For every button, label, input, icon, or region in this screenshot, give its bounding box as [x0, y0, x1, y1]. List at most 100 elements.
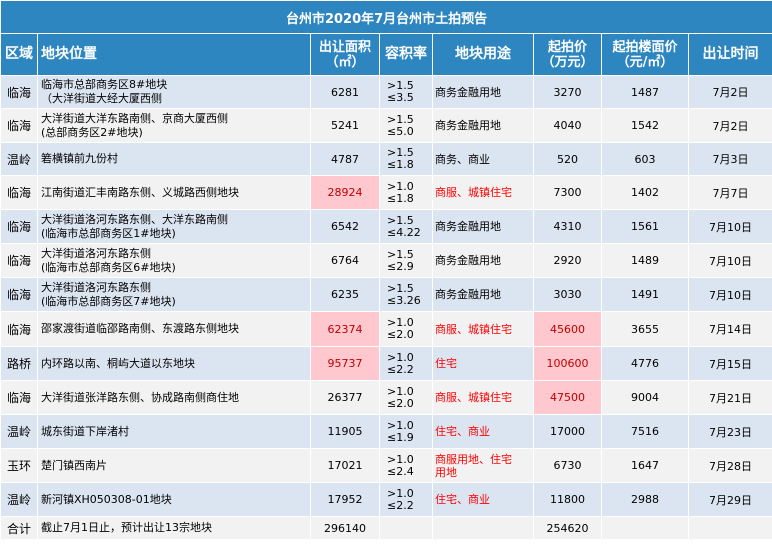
area-cell: 6281 — [310, 75, 380, 109]
floor-price-cell: 9004 — [601, 380, 689, 415]
district-cell: 临海 — [0, 243, 38, 278]
date-cell: 7月21日 — [687, 380, 772, 415]
start-price-cell-highlighted: 100600 — [533, 346, 602, 381]
area-cell: 5241 — [310, 108, 380, 143]
use-cell: 商服、城镇住宅 — [432, 311, 534, 347]
area-cell: 26377 — [310, 380, 380, 415]
far-cell: >1.0 ≤2.0 — [379, 380, 433, 415]
total-row: 合计 截止7月1日止，预计出让13宗地块 296140 254620 — [0, 516, 772, 540]
floor-price-cell: 1647 — [601, 448, 689, 483]
location-cell: 大洋街道洛河东路东侧 (临海市总部商务区6#地块) — [37, 243, 311, 278]
floor-price-cell: 603 — [601, 142, 689, 176]
far-cell: >1.5 ≤3.5 — [379, 75, 433, 109]
location-cell: 大洋街道洛河东路东侧、大洋东路南侧 (临海市总部商务区1#地块) — [37, 209, 311, 244]
location-cell: 临海市总部商务区8#地块 （大洋街道大经大厦西侧 — [37, 75, 311, 109]
location-cell: 江南街道汇丰南路东侧、义城路西侧地块 — [37, 175, 311, 210]
location-cell: 箬横镇前九份村 — [37, 142, 311, 176]
total-area: 296140 — [310, 516, 380, 540]
total-empty-floor — [601, 516, 689, 540]
header-use: 地块用途 — [432, 33, 534, 76]
start-price-cell: 7300 — [533, 175, 602, 210]
use-cell: 商服、城镇住宅 — [432, 175, 534, 210]
district-cell: 临海 — [0, 108, 38, 143]
table-row: 临海 江南街道汇丰南路东侧、义城路西侧地块 28924 >1.0 ≤1.8 商服… — [0, 175, 772, 210]
date-cell: 7月3日 — [687, 142, 772, 176]
start-price-cell: 11800 — [533, 482, 602, 517]
far-cell: >1.5 ≤5.0 — [379, 108, 433, 143]
floor-price-cell: 1402 — [601, 175, 689, 210]
header-district: 区域 — [0, 33, 38, 76]
area-cell-highlighted: 62374 — [310, 311, 380, 347]
floor-price-cell: 2988 — [601, 482, 689, 517]
start-price-cell: 4310 — [533, 209, 602, 244]
use-cell: 商务金融用地 — [432, 75, 534, 109]
header-start-price: 起拍价 （万元） — [533, 33, 602, 76]
start-price-cell-highlighted: 45600 — [533, 311, 602, 347]
start-price-cell: 4040 — [533, 108, 602, 143]
table-row: 临海 大洋街道大洋东路南侧、京商大厦西侧 (总部商务区2#地块) 5241 >1… — [0, 108, 772, 143]
total-note: 截止7月1日止，预计出让13宗地块 — [37, 516, 311, 540]
table-row: 温岭 城东街道下岸渚村 11905 >1.0 ≤1.9 住宅、商业 17000 … — [0, 414, 772, 449]
district-cell: 温岭 — [0, 482, 38, 517]
far-cell: >1.0 ≤2.4 — [379, 448, 433, 483]
table-row: 临海 大洋街道洛河东路东侧 (临海市总部商务区7#地块) 6235 >1.5 ≤… — [0, 277, 772, 312]
use-cell: 住宅 — [432, 346, 534, 381]
use-cell: 商务、商业 — [432, 142, 534, 176]
use-cell: 住宅、商业 — [432, 414, 534, 449]
district-cell: 玉环 — [0, 448, 38, 483]
date-cell: 7月28日 — [687, 448, 772, 483]
header-date: 出让时间 — [687, 33, 772, 76]
table-row: 临海 临海市总部商务区8#地块 （大洋街道大经大厦西侧 6281 >1.5 ≤3… — [0, 75, 772, 109]
use-cell: 住宅、商业 — [432, 482, 534, 517]
far-cell: >1.0 ≤2.2 — [379, 346, 433, 381]
district-cell: 路桥 — [0, 346, 38, 381]
far-cell: >1.0 ≤1.9 — [379, 414, 433, 449]
date-cell: 7月7日 — [687, 175, 772, 210]
location-cell: 大洋街道洛河东路东侧 (临海市总部商务区7#地块) — [37, 277, 311, 312]
table-row: 临海 大洋街道洛河东路东侧、大洋东路南侧 (临海市总部商务区1#地块) 6542… — [0, 209, 772, 244]
district-cell: 临海 — [0, 311, 38, 347]
far-cell: >1.0 ≤1.8 — [379, 175, 433, 210]
header-row: 区域 地块位置 出让面积 （㎡） 容积率 地块用途 起拍价 （万元） 起拍楼面价… — [0, 33, 772, 76]
district-cell: 临海 — [0, 277, 38, 312]
header-location: 地块位置 — [37, 33, 311, 76]
area-cell: 6235 — [310, 277, 380, 312]
district-cell: 温岭 — [0, 414, 38, 449]
floor-price-cell: 1491 — [601, 277, 689, 312]
district-cell: 临海 — [0, 209, 38, 244]
land-auction-table: 台州市2020年7月台州市土拍预告 区域 地块位置 出让面积 （㎡） 容积率 地… — [0, 0, 772, 540]
use-cell: 商务金融用地 — [432, 243, 534, 278]
date-cell: 7月2日 — [687, 108, 772, 143]
floor-price-cell: 1542 — [601, 108, 689, 143]
location-cell: 城东街道下岸渚村 — [37, 414, 311, 449]
date-cell: 7月29日 — [687, 482, 772, 517]
table-row: 路桥 内环路以南、桐屿大道以东地块 95737 >1.0 ≤2.2 住宅 100… — [0, 346, 772, 381]
total-empty-far — [379, 516, 433, 540]
date-cell: 7月15日 — [687, 346, 772, 381]
district-cell: 临海 — [0, 175, 38, 210]
floor-price-cell: 1561 — [601, 209, 689, 244]
total-empty-use — [432, 516, 534, 540]
location-cell: 大洋街道张洋路东侧、协成路南侧商住地 — [37, 380, 311, 415]
district-cell: 临海 — [0, 380, 38, 415]
location-cell: 新河镇XH050308-01地块 — [37, 482, 311, 517]
district-cell: 温岭 — [0, 142, 38, 176]
table-row: 玉环 楚门镇西南片 17021 >1.0 ≤2.4 商服用地、住宅 用地 673… — [0, 448, 772, 483]
far-cell: >1.0 ≤2.0 — [379, 311, 433, 347]
far-cell: >1.5 ≤2.9 — [379, 243, 433, 278]
table-row: 温岭 箬横镇前九份村 4787 >1.5 ≤1.8 商务、商业 520 603 … — [0, 142, 772, 176]
table-title: 台州市2020年7月台州市土拍预告 — [0, 0, 772, 34]
start-price-cell: 6730 — [533, 448, 602, 483]
title-row: 台州市2020年7月台州市土拍预告 — [0, 0, 772, 34]
use-cell: 商务金融用地 — [432, 209, 534, 244]
use-cell: 商务金融用地 — [432, 277, 534, 312]
floor-price-cell: 4776 — [601, 346, 689, 381]
use-cell: 商服、城镇住宅 — [432, 380, 534, 415]
area-cell-highlighted: 28924 — [310, 175, 380, 210]
floor-price-cell: 3655 — [601, 311, 689, 347]
header-far: 容积率 — [379, 33, 433, 76]
area-cell: 17952 — [310, 482, 380, 517]
area-cell: 4787 — [310, 142, 380, 176]
date-cell: 7月2日 — [687, 75, 772, 109]
date-cell: 7月14日 — [687, 311, 772, 347]
